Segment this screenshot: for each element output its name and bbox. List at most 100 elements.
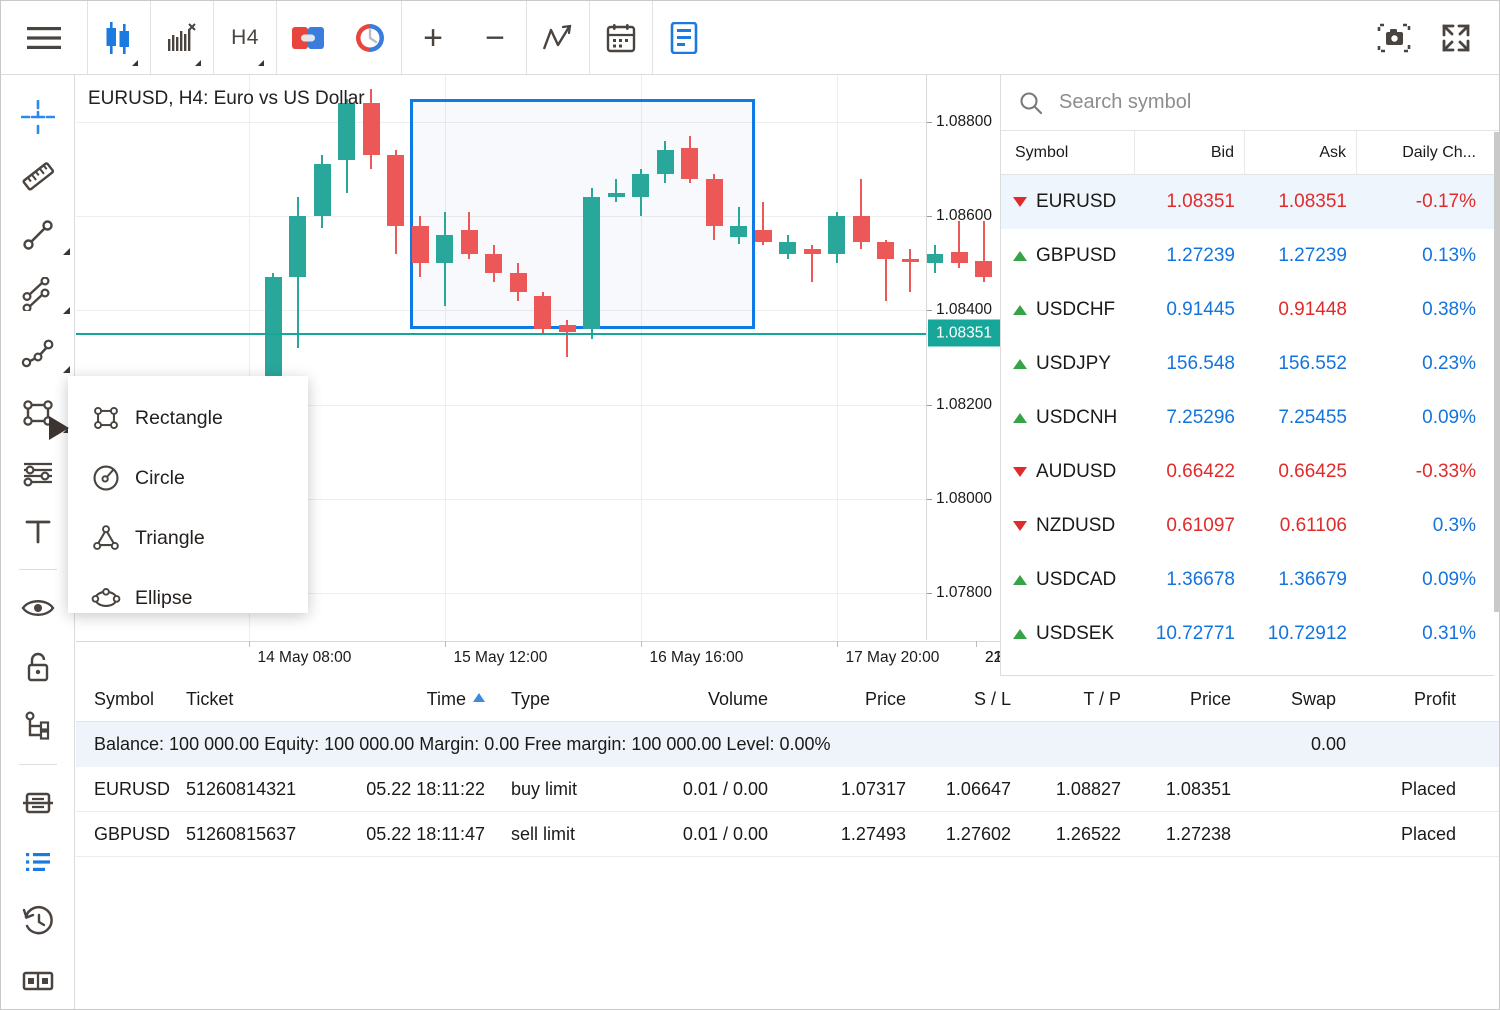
column-header-ask[interactable]: Ask	[1245, 130, 1357, 175]
menu-label-circle: Circle	[135, 466, 185, 489]
column-header-profit[interactable]: Profit	[1413, 688, 1456, 709]
sidebar-item-text[interactable]	[2, 502, 74, 561]
selection-rectangle[interactable]	[410, 98, 755, 330]
column-header-swap[interactable]: Swap	[1290, 688, 1336, 709]
column-header-volume[interactable]: Volume	[707, 688, 768, 709]
sidebar-item-chart-split[interactable]	[2, 773, 74, 832]
arrow-up-icon	[1013, 629, 1027, 639]
fullscreen-button[interactable]	[1425, 1, 1487, 74]
column-header-time[interactable]: Time	[341, 689, 511, 710]
menu-item-rectangle[interactable]: Rectangle	[68, 388, 308, 448]
sidebar-item-polyline[interactable]	[2, 324, 74, 383]
left-drawing-toolbar	[1, 75, 75, 1009]
menu-item-circle[interactable]: Circle	[68, 448, 308, 508]
sidebar-item-crosshair[interactable]	[2, 87, 74, 146]
price2-cell: 1.08351	[1165, 778, 1231, 799]
time-tickmark	[976, 641, 977, 647]
gridline-horizontal	[76, 498, 926, 500]
market-watch-row[interactable]: USDCAD 1.36678 1.36679 0.09%	[1001, 553, 1499, 607]
calendar-button[interactable]	[590, 1, 652, 74]
zoom-out-button[interactable]: −	[464, 1, 526, 74]
column-header-ticket[interactable]: Ticket	[186, 688, 234, 709]
list-lines-icon	[25, 852, 50, 871]
ask-cell: 0.66425	[1278, 461, 1347, 482]
sidebar-item-object-tree[interactable]	[2, 697, 74, 756]
scrollbar-thumb[interactable]	[1494, 132, 1499, 612]
sidebar-item-history[interactable]	[2, 891, 74, 950]
sidebar-item-object-list[interactable]	[2, 832, 74, 891]
market-watch-row[interactable]: GBPUSD 1.27239 1.27239 0.13%	[1001, 229, 1499, 283]
market-watch-row[interactable]: USDSEK 10.72771 10.72912 0.31%	[1001, 607, 1499, 661]
column-header-bid[interactable]: Bid	[1135, 130, 1245, 175]
sidebar-item-channel[interactable]	[2, 265, 74, 324]
shape-dropdown-menu[interactable]: Rectangle Circle Triangle	[68, 376, 308, 613]
trade-box-icon	[292, 26, 324, 49]
arrow-down-icon	[1013, 197, 1027, 207]
time-axis[interactable]: 14 May 08:00 15 May 12:00 16 May 16:00 17 M…	[76, 641, 1000, 675]
table-row[interactable]: EURUSD 51260814321 05.22 18:11:22 buy limit…	[76, 767, 1499, 812]
column-header-price-current[interactable]: Price	[1189, 688, 1231, 709]
candle-wick	[884, 239, 887, 301]
account-summary-row: Balance: 100 000.00 Equity: 100 000.00 M…	[76, 722, 1499, 767]
sidebar-item-journal[interactable]	[2, 951, 74, 1009]
sidebar-item-ruler[interactable]	[2, 146, 74, 205]
sidebar-item-levels[interactable]	[2, 443, 74, 502]
table-row[interactable]: GBPUSD 51260815637 05.22 18:11:47 sell limi…	[76, 812, 1499, 857]
candle-body	[730, 225, 747, 238]
news-button[interactable]	[653, 1, 715, 74]
candle-body	[705, 178, 723, 226]
account-summary-text: Balance: 100 000.00 Equity: 100 000.00 M…	[94, 734, 831, 754]
change-cell: -0.33%	[1415, 461, 1476, 482]
toolbar-divider	[150, 1, 151, 74]
toolbar-divider	[276, 1, 277, 74]
timeframe-button[interactable]: H4	[214, 1, 276, 74]
menu-item-ellipse[interactable]: Ellipse	[68, 568, 308, 628]
column-header-daily-change[interactable]: Daily Ch...	[1402, 143, 1476, 161]
candle-wick	[566, 319, 568, 358]
chevron-down-icon	[132, 60, 138, 66]
market-watch-row[interactable]: AUDUSD 0.66422 0.66425 -0.33%	[1001, 445, 1499, 499]
crosshair-icon	[20, 99, 55, 134]
column-header-type[interactable]: Type	[511, 688, 551, 709]
symbol-label: EURUSD	[1036, 191, 1117, 212]
one-click-trading-button[interactable]	[339, 1, 401, 74]
trend-arrow-icon	[542, 24, 572, 49]
candle-body	[999, 277, 1000, 334]
market-watch-row[interactable]: USDCHF 0.91445 0.91448 0.38%	[1001, 283, 1499, 337]
symbol-cell: USDSEK	[1001, 623, 1135, 645]
sidebar-item-visibility[interactable]	[2, 578, 74, 637]
menu-item-triangle[interactable]: Triangle	[68, 508, 308, 568]
search-bar[interactable]: Search symbol	[1001, 75, 1499, 131]
new-order-button[interactable]	[277, 1, 339, 74]
screenshot-button[interactable]	[1363, 1, 1425, 74]
market-watch-row[interactable]: USDCNH 7.25296 7.25455 0.09%	[1001, 391, 1499, 445]
sidebar-item-line[interactable]	[2, 206, 74, 265]
price-axis[interactable]: 1.08800 1.08600 1.08400 1.08200 1.08000 1.078…	[926, 75, 1000, 640]
arrow-up-icon	[1013, 305, 1027, 315]
price2-cell: 1.27238	[1165, 823, 1231, 844]
chevron-icon	[62, 366, 70, 374]
market-watch-scrollbar[interactable]	[1494, 132, 1499, 676]
column-header-symbol[interactable]: Symbol	[1001, 130, 1135, 175]
column-header-price[interactable]: Price	[864, 688, 906, 709]
sidebar-item-lock[interactable]	[2, 637, 74, 696]
market-watch-row[interactable]: EURUSD 1.08351 1.08351 -0.17%	[1001, 175, 1499, 229]
candle-body	[264, 277, 282, 379]
zoom-in-button[interactable]: +	[402, 1, 464, 74]
column-header-tp[interactable]: T / P	[1083, 688, 1121, 709]
tp-cell: 1.08827	[1055, 778, 1121, 799]
search-input[interactable]: Search symbol	[1059, 91, 1192, 113]
candle-wick	[615, 178, 617, 203]
sort-ascending-icon	[473, 692, 485, 702]
candlestick-plot[interactable]: Potential entry	[76, 75, 1000, 640]
market-watch-row[interactable]: USDJPY 156.548 156.552 0.23%	[1001, 337, 1499, 391]
hamburger-menu-button[interactable]	[1, 1, 87, 74]
chart-type-candles-button[interactable]	[88, 1, 150, 74]
market-watch-row[interactable]: NZDUSD 0.61097 0.61106 0.3%	[1001, 499, 1499, 553]
candle-body	[289, 216, 306, 278]
column-header-sl[interactable]: S / L	[973, 688, 1011, 709]
toolbar-divider	[526, 1, 527, 74]
indicators-button[interactable]	[151, 1, 213, 74]
column-header-symbol[interactable]: Symbol	[94, 688, 155, 709]
analytics-button[interactable]	[527, 1, 589, 74]
